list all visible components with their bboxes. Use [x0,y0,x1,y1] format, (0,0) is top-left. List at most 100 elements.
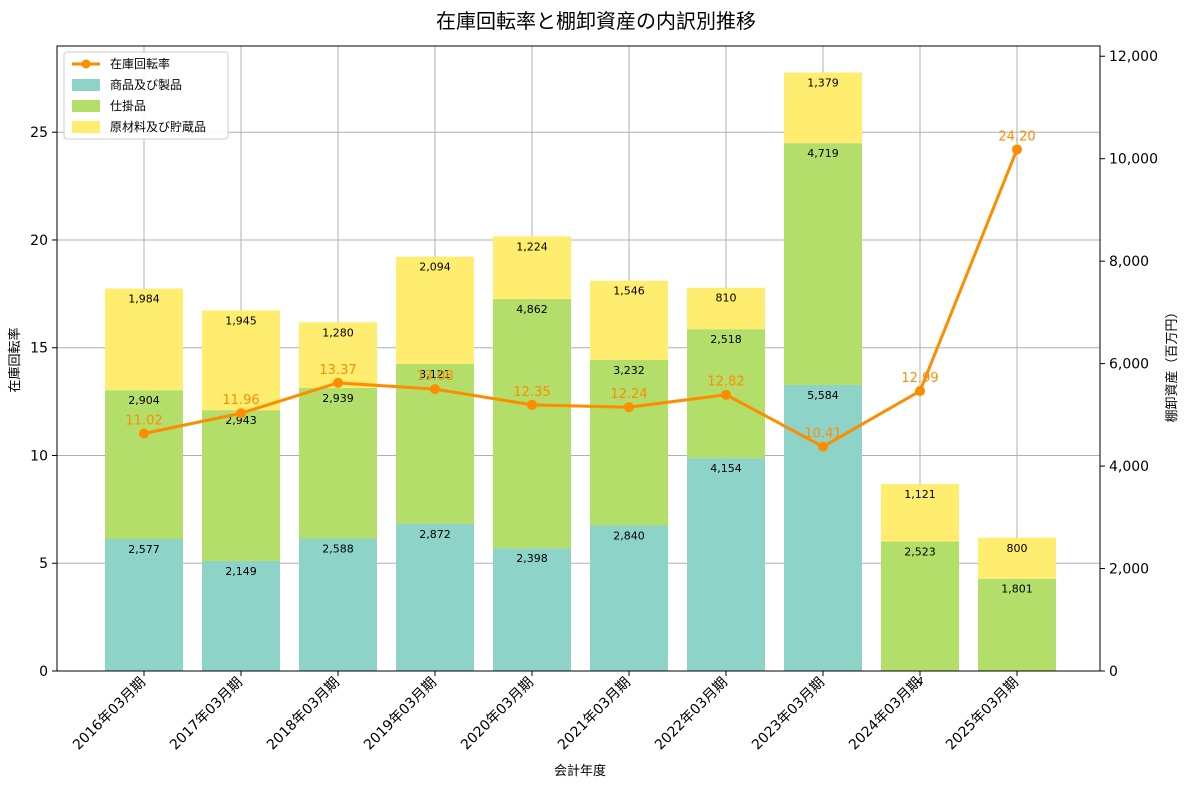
bar-value-label: 1,984 [128,293,160,306]
bar-value-label: 2,577 [128,543,160,556]
legend-label: 商品及び製品 [110,77,182,92]
bar-segment [105,538,183,671]
y-right-tick-label: 8,000 [1109,254,1149,270]
turnover-point [915,386,925,397]
y-left-tick-label: 20 [30,233,48,249]
bar-value-label: 2,588 [322,542,354,555]
bar-value-label: 4,154 [710,462,742,475]
legend-swatch [72,121,100,133]
x-tick-label: 2016年03月期 [70,675,149,754]
bar-segment [881,541,959,671]
bar-segment [590,280,668,360]
bar-value-label: 1,224 [516,240,548,253]
plot-frame [56,45,1101,672]
x-tick-label: 2025年03月期 [943,675,1022,754]
bar-segment [105,288,183,391]
legend-label: 仕掛品 [110,98,146,113]
x-tick-label: 2017年03月期 [167,675,246,754]
turnover-point [721,389,731,400]
bar-segment [590,359,668,526]
bar-value-label: 1,546 [613,285,645,298]
y-left-tick-label: 10 [30,448,48,464]
turnover-value-label: 12.24 [610,387,647,402]
bar-value-label: 3,121 [419,368,451,381]
legend-swatch [72,100,100,112]
bar-segment [687,287,765,330]
bar-value-label: 5,584 [807,389,839,402]
bar-segment [881,484,959,542]
bar-value-label: 1,379 [807,77,839,90]
y-left-tick-label: 0 [39,664,48,680]
turnover-value-label: 12.99 [901,371,938,386]
bar-segment [299,538,377,671]
turnover-value-label: 13.08 [416,369,453,384]
bar-value-label: 2,523 [904,546,936,559]
x-tick-label: 2019年03月期 [361,675,440,754]
bar-segment [299,322,377,388]
bar-value-label: 2,872 [419,528,451,541]
bar-value-label: 1,121 [904,488,936,501]
bar-value-label: 4 [917,675,924,688]
bar-value-label: 810 [716,292,737,305]
bar-segment [590,525,668,671]
turnover-point [624,402,634,413]
x-tick-label: 2018年03月期 [264,675,343,754]
bar-value-label: 3,232 [613,364,645,377]
turnover-value-label: 24.20 [998,129,1035,144]
legend-label: 原材料及び貯蔵品 [110,120,206,134]
bar-value-label: 2,149 [225,565,257,578]
bar-value-label: 2,943 [225,414,257,427]
turnover-point [818,441,828,452]
bar-segment [493,548,571,671]
turnover-point [527,399,537,410]
y-right-tick-label: 12,000 [1109,49,1158,65]
bar-segment [105,390,183,539]
y-left-tick-label: 15 [30,341,48,357]
bar-segment [396,523,474,671]
bar-value-label: 1,280 [322,326,354,339]
bar-segment [687,458,765,671]
bar-value-label: 1,945 [225,314,257,327]
bar-segment [784,143,862,385]
bar-value-label: 800 [1007,542,1028,555]
bar-value-label: 2,939 [322,392,354,405]
legend-marker [81,59,91,69]
y-left-tick-label: 25 [30,125,48,141]
bar-segment [493,299,571,549]
x-axis-label: 会計年度 [554,763,606,779]
bar-segment [978,578,1056,671]
bar-value-label: 2,904 [128,394,160,407]
turnover-value-label: 13.37 [319,363,356,378]
y-right-tick-label: 2,000 [1109,562,1149,578]
y-right-tick-label: 0 [1109,664,1118,680]
x-tick-label: 2024年03月期 [846,675,925,754]
x-tick-label: 2021年03月期 [555,675,634,754]
turnover-line: 11.02 11.96 13.37 13.08 12.35 12.24 12.82 10.41… [125,129,1036,452]
x-tick-label: 2020年03月期 [458,675,537,754]
turnover-value-label: 10.41 [804,427,841,442]
legend-swatch [72,79,100,91]
x-tick-label: 2023年03月期 [749,675,828,754]
bar-value-label: 2,840 [613,530,645,543]
turnover-point [236,408,246,419]
bar-value-label: 2,094 [419,261,451,274]
y-axis-right-label: 棚卸資産（百万円） [1164,305,1180,422]
bar-segment [202,310,280,411]
bar-segment [202,410,280,561]
bar-value-label: 4,719 [807,147,839,160]
bar-value-label: 1,801 [1001,583,1033,596]
y-right-tick-label: 10,000 [1109,152,1158,168]
y-right-tick-label: 6,000 [1109,357,1149,373]
y-left-tick-label: 5 [39,556,48,572]
bar-segment [202,560,280,671]
turnover-line-path [143,148,1019,449]
legend-box [63,51,229,140]
turnover-value-label: 12.82 [707,375,744,390]
bar-labels: 2,577 2,149 2,588 2,872 2,398 2,840 4,154 5,584… [128,77,1033,688]
bar-value-label: 4,862 [516,303,548,316]
bar-segment [784,72,862,144]
turnover-point [333,377,343,388]
legend-label: 在庫回転率 [110,56,170,71]
turnover-value-label: 12.35 [513,385,550,400]
